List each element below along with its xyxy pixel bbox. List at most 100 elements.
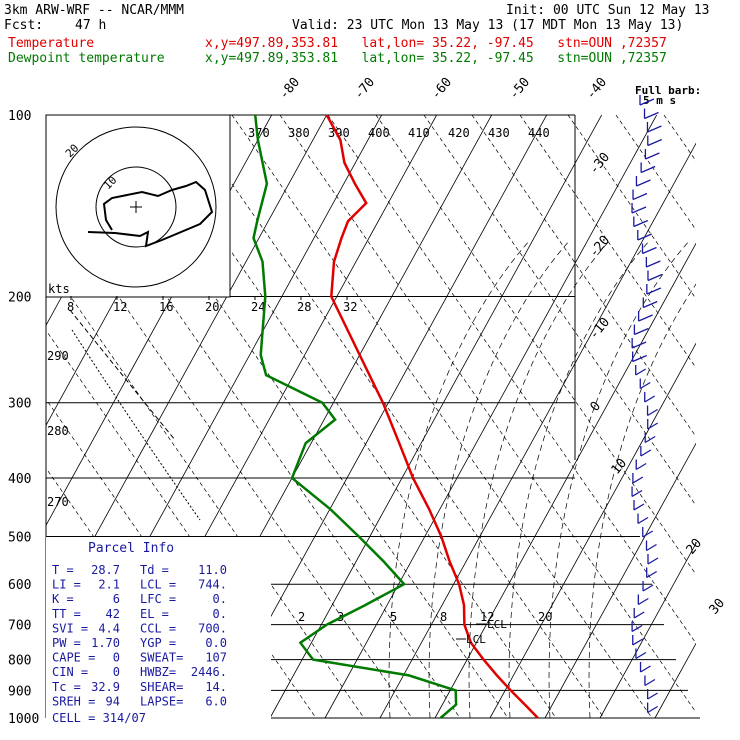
parcel-info-value: 700. <box>198 621 227 635</box>
speed-scale-unit: kts <box>48 282 70 296</box>
dry-adiabat <box>471 115 696 438</box>
hodograph-trace <box>87 180 214 248</box>
isotherm-label: 20 <box>684 536 706 558</box>
wind-barb-flag <box>646 287 662 295</box>
theta-label: 430 <box>488 126 510 140</box>
parcel-info-value: TT = <box>52 607 81 621</box>
isotherm-line <box>599 542 696 719</box>
wind-barb-flag <box>636 179 651 187</box>
wind-barb-flag <box>632 476 644 484</box>
isotherm-label: 10 <box>609 456 631 478</box>
wind-barb-flag <box>633 503 645 511</box>
hodograph-box <box>45 114 231 298</box>
temperature-legend-label: Temperature <box>8 36 95 51</box>
wind-barb-flag <box>637 516 649 525</box>
wind-barb-flag <box>642 530 654 538</box>
parcel-info-value: T = <box>52 563 74 577</box>
model-title: 3km ARW-WRF -- NCAR/MMM <box>4 3 185 18</box>
wind-barb-flag <box>647 557 659 565</box>
parcel-info-value: Td = <box>140 563 169 577</box>
hodograph-ring-outer <box>55 126 217 288</box>
speed-scale-arc <box>69 309 176 441</box>
moist-adiabat <box>388 239 531 719</box>
wind-barb-flag <box>638 314 653 322</box>
parcel-info-value: 107 <box>205 651 227 665</box>
parcel-info-value: 94 <box>106 694 120 708</box>
parcel-info-value: SHEAR= <box>140 680 183 694</box>
wind-barb-flag <box>635 651 647 660</box>
parcel-info-box <box>46 537 271 720</box>
parcel-info-value: 0. <box>213 592 227 606</box>
parcel-info-value: LAPSE= <box>140 694 183 708</box>
parcel-info-value: LI = <box>52 578 81 592</box>
parcel-info-title: Parcel Info <box>88 541 174 556</box>
theta-label: 440 <box>528 126 550 140</box>
mixing-ratio-label: 8 <box>440 610 447 624</box>
dry-adiabat <box>375 115 696 576</box>
speed-scale: kts 8 12 16 20 24 28 32 <box>48 282 357 521</box>
parcel-info-value: LCL = <box>140 578 176 592</box>
wind-barb-flag <box>644 435 656 444</box>
grid-clip <box>46 115 740 719</box>
dry-adiabat <box>615 115 696 231</box>
wind-barb-flag <box>647 125 662 133</box>
wind-barb-flag <box>633 219 649 228</box>
mixing-ratio-label: 2 <box>298 610 305 624</box>
speed-scale-label: 12 <box>113 300 127 314</box>
full-barb-unit: 5 m s <box>643 94 676 107</box>
pressure-tick-label: 100 <box>8 109 31 124</box>
dry-adiabat <box>279 115 696 713</box>
theta-label: 290 <box>47 349 69 363</box>
dry-adiabat <box>423 115 696 507</box>
full-barb-legend: Full barb: <box>635 84 701 97</box>
parcel-info-value: 11.0 <box>198 563 227 577</box>
wind-barb-flag <box>643 300 658 309</box>
isotherm-line <box>489 342 696 719</box>
speed-scale-label: 28 <box>297 300 311 314</box>
wind-barb-flag <box>646 543 657 552</box>
isotherm-line <box>324 115 658 719</box>
dry-adiabat <box>231 115 653 719</box>
dry-adiabat <box>712 115 740 718</box>
theta-label: 420 <box>448 126 470 140</box>
parcel-info-value: 32.9 <box>91 680 120 694</box>
wind-barb-flag <box>644 111 659 120</box>
isotherm-label: -10 <box>587 315 614 343</box>
dry-adiabat <box>567 115 696 300</box>
lcl-annotation: LCL <box>466 633 486 646</box>
speed-scale-label: 20 <box>205 300 219 314</box>
wind-barb-flag <box>631 624 643 633</box>
parcel-info-value: 2446. <box>191 665 227 679</box>
forecast-label: Fcst: <box>4 18 44 33</box>
parcel-info-value: SREH = <box>52 694 95 708</box>
speed-scale-arc <box>71 329 201 521</box>
wind-barb-flag <box>631 206 647 214</box>
moist-adiabat <box>548 239 691 719</box>
wind-barb-flag <box>642 246 657 255</box>
parcel-info-value: HWBZ= <box>140 665 176 679</box>
hodograph-ring-inner <box>95 166 177 248</box>
parcel-info-value: CCL = <box>140 621 176 635</box>
isotherm-line <box>544 442 696 719</box>
parcel-info-value: 0.0 <box>205 636 227 650</box>
parcel-info-value: 2.1 <box>98 578 120 592</box>
dewpoint-legend-label: Dewpoint temperature <box>8 51 165 66</box>
isotherm-line <box>269 115 603 719</box>
wind-barb-flag <box>637 233 653 241</box>
isotherm-label: -60 <box>429 75 456 103</box>
isotherm-label: 0 <box>588 399 605 415</box>
parcel-info-value: 0 <box>113 665 120 679</box>
wind-barbs <box>631 95 663 714</box>
pressure-tick-label: 900 <box>8 684 31 699</box>
theta-label: 400 <box>368 126 390 140</box>
wind-barb-flag <box>647 408 658 417</box>
parcel-info-value: 6 <box>113 592 120 606</box>
theta-label: 280 <box>47 424 69 438</box>
wind-barb-flag <box>632 192 648 201</box>
wind-barb-flag <box>644 678 656 687</box>
parcel-info-value: YGP = <box>140 636 176 650</box>
parcel-info-value: 42 <box>106 607 120 621</box>
parcel-info-value: 1.70 <box>91 636 120 650</box>
